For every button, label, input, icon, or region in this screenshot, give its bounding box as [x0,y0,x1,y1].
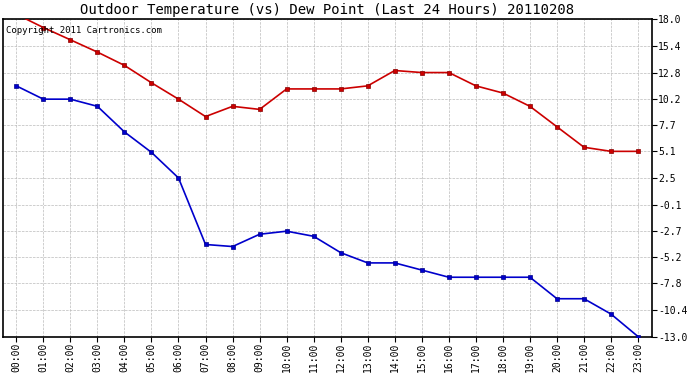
Text: Copyright 2011 Cartronics.com: Copyright 2011 Cartronics.com [6,26,162,34]
Title: Outdoor Temperature (vs) Dew Point (Last 24 Hours) 20110208: Outdoor Temperature (vs) Dew Point (Last… [80,3,574,17]
